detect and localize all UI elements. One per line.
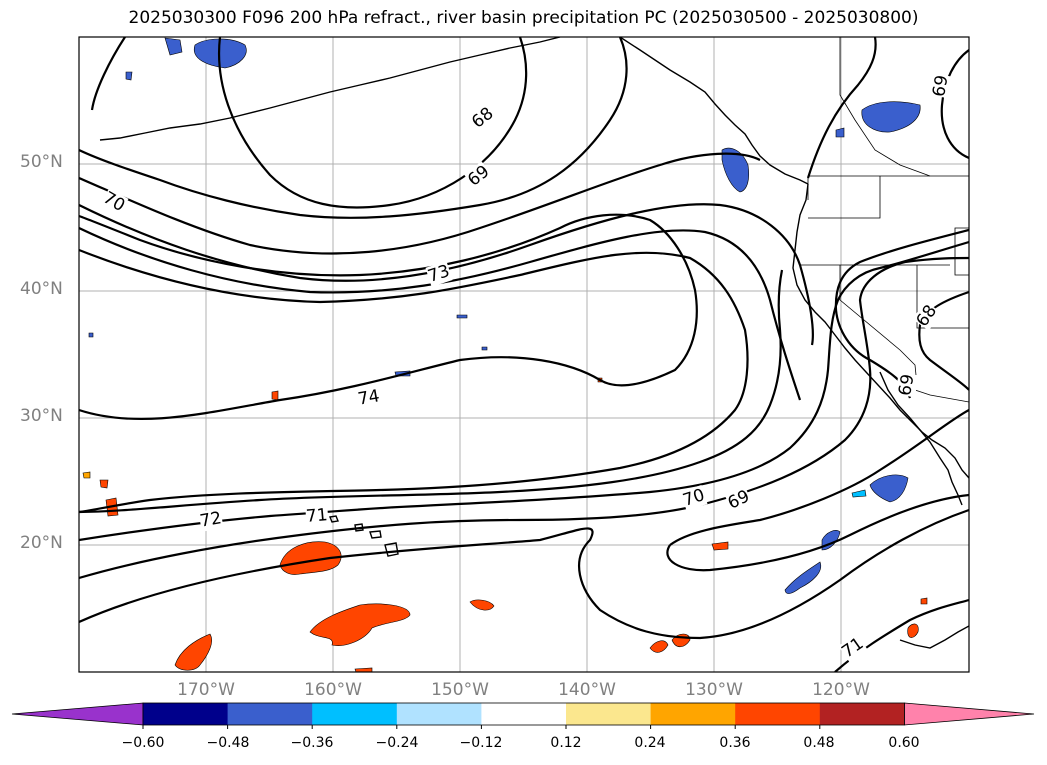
lat-label-50n: 50°N	[20, 152, 63, 172]
colorbar-segment	[566, 703, 652, 725]
colorbar-tick-label: 0.48	[803, 735, 835, 751]
contour-label: 71	[305, 505, 329, 527]
contour-label: 72	[198, 508, 224, 532]
colorbar-segment	[819, 703, 905, 725]
colorbar-extend-max	[904, 702, 1035, 726]
lat-label-40n: 40°N	[20, 279, 63, 299]
colorbar-tick-label: 0.36	[719, 735, 751, 751]
colorbar-segment	[396, 703, 482, 725]
colorbar-tick-label: −0.36	[290, 735, 334, 751]
colorbar-segment	[650, 703, 736, 725]
contour-label: 69	[929, 73, 953, 99]
colorbar-segment	[312, 703, 398, 725]
colorbar-segment	[143, 703, 229, 725]
borders	[800, 37, 969, 403]
map-plot-area	[79, 37, 969, 672]
colorbar-tick-label: 0.24	[634, 735, 666, 751]
colorbar-tick-label: −0.48	[206, 735, 250, 751]
colorbar-tick-label: −0.60	[121, 735, 165, 751]
graticule	[79, 37, 969, 672]
colorbar-tick-label: −0.12	[459, 735, 503, 751]
lon-label-130w: 130°W	[685, 680, 743, 700]
colorbar	[11, 702, 1035, 729]
colorbar-segment	[227, 703, 313, 725]
lon-label-150w: 150°W	[431, 680, 489, 700]
lat-label-20n: 20°N	[20, 533, 63, 553]
colorbar-segment	[735, 703, 821, 725]
colorbar-tick-label: 0.12	[550, 735, 582, 751]
colorbar-segment	[481, 703, 567, 725]
map-title: 2025030300 F096 200 hPa refract., river …	[128, 8, 919, 28]
lon-label-170w: 170°W	[177, 680, 235, 700]
lon-label-140w: 140°W	[558, 680, 616, 700]
contour-label: 69	[895, 372, 919, 398]
colorbar-tick-label: 0.60	[888, 735, 920, 751]
lat-label-30n: 30°N	[20, 406, 63, 426]
refractivity-contours	[79, 37, 969, 672]
lon-label-160w: 160°W	[304, 680, 362, 700]
map-frame	[78, 36, 970, 673]
colorbar-frame	[142, 702, 905, 726]
colorbar-tick-label: −0.24	[375, 735, 419, 751]
lon-label-120w: 120°W	[812, 680, 870, 700]
colorbar-extend-min	[11, 702, 144, 726]
contour-label: 74	[356, 386, 382, 410]
